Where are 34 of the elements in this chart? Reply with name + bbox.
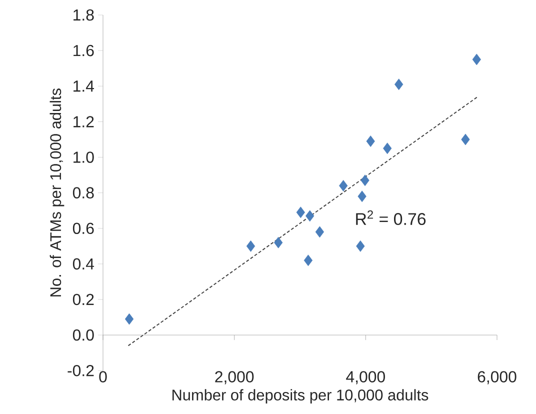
- point: [339, 180, 348, 192]
- point: [366, 136, 375, 147]
- point: [358, 190, 366, 202]
- annotation: R$^{2}$ = 0.76: [356, 210, 426, 226]
- point: [461, 134, 470, 146]
- point: [360, 174, 370, 186]
- y-tick-label: 0.8: [72, 187, 94, 198]
- y-tick-label: 1.0: [74, 152, 94, 163]
- x-tick-label: 0: [99, 371, 107, 382]
- y-tick-label: 0.2: [72, 294, 94, 306]
- point: [274, 236, 283, 248]
- point: [394, 78, 404, 90]
- x-tick-label: 4,000: [346, 371, 385, 384]
- point: [296, 206, 305, 218]
- y-tick-label: 1.6: [74, 44, 94, 56]
- point: [306, 210, 314, 222]
- x-tick-label: 6,000: [478, 371, 516, 384]
- point: [472, 54, 481, 66]
- point: [383, 142, 392, 154]
- y-axis-title: No. of ATMs per 10,000 adults: [50, 88, 64, 296]
- y-tick-label: 0.0: [72, 329, 94, 341]
- y-tick-label: 1.8: [74, 9, 94, 21]
- x-tick-label: 2,000: [215, 371, 254, 384]
- y-tick-label: 0.4: [72, 258, 94, 270]
- point: [246, 240, 256, 252]
- x-axis-title: Number of deposits per 10,000 adults: [172, 389, 428, 404]
- y-tick-label: 1.2: [74, 116, 94, 128]
- point: [124, 313, 134, 325]
- y-tick-label: 1.4: [74, 80, 94, 92]
- y-tick-label: 0.6: [72, 222, 94, 234]
- point: [304, 254, 313, 266]
- point: [356, 240, 365, 252]
- y-tick-label: -0.2: [68, 364, 94, 376]
- point: [315, 226, 324, 238]
